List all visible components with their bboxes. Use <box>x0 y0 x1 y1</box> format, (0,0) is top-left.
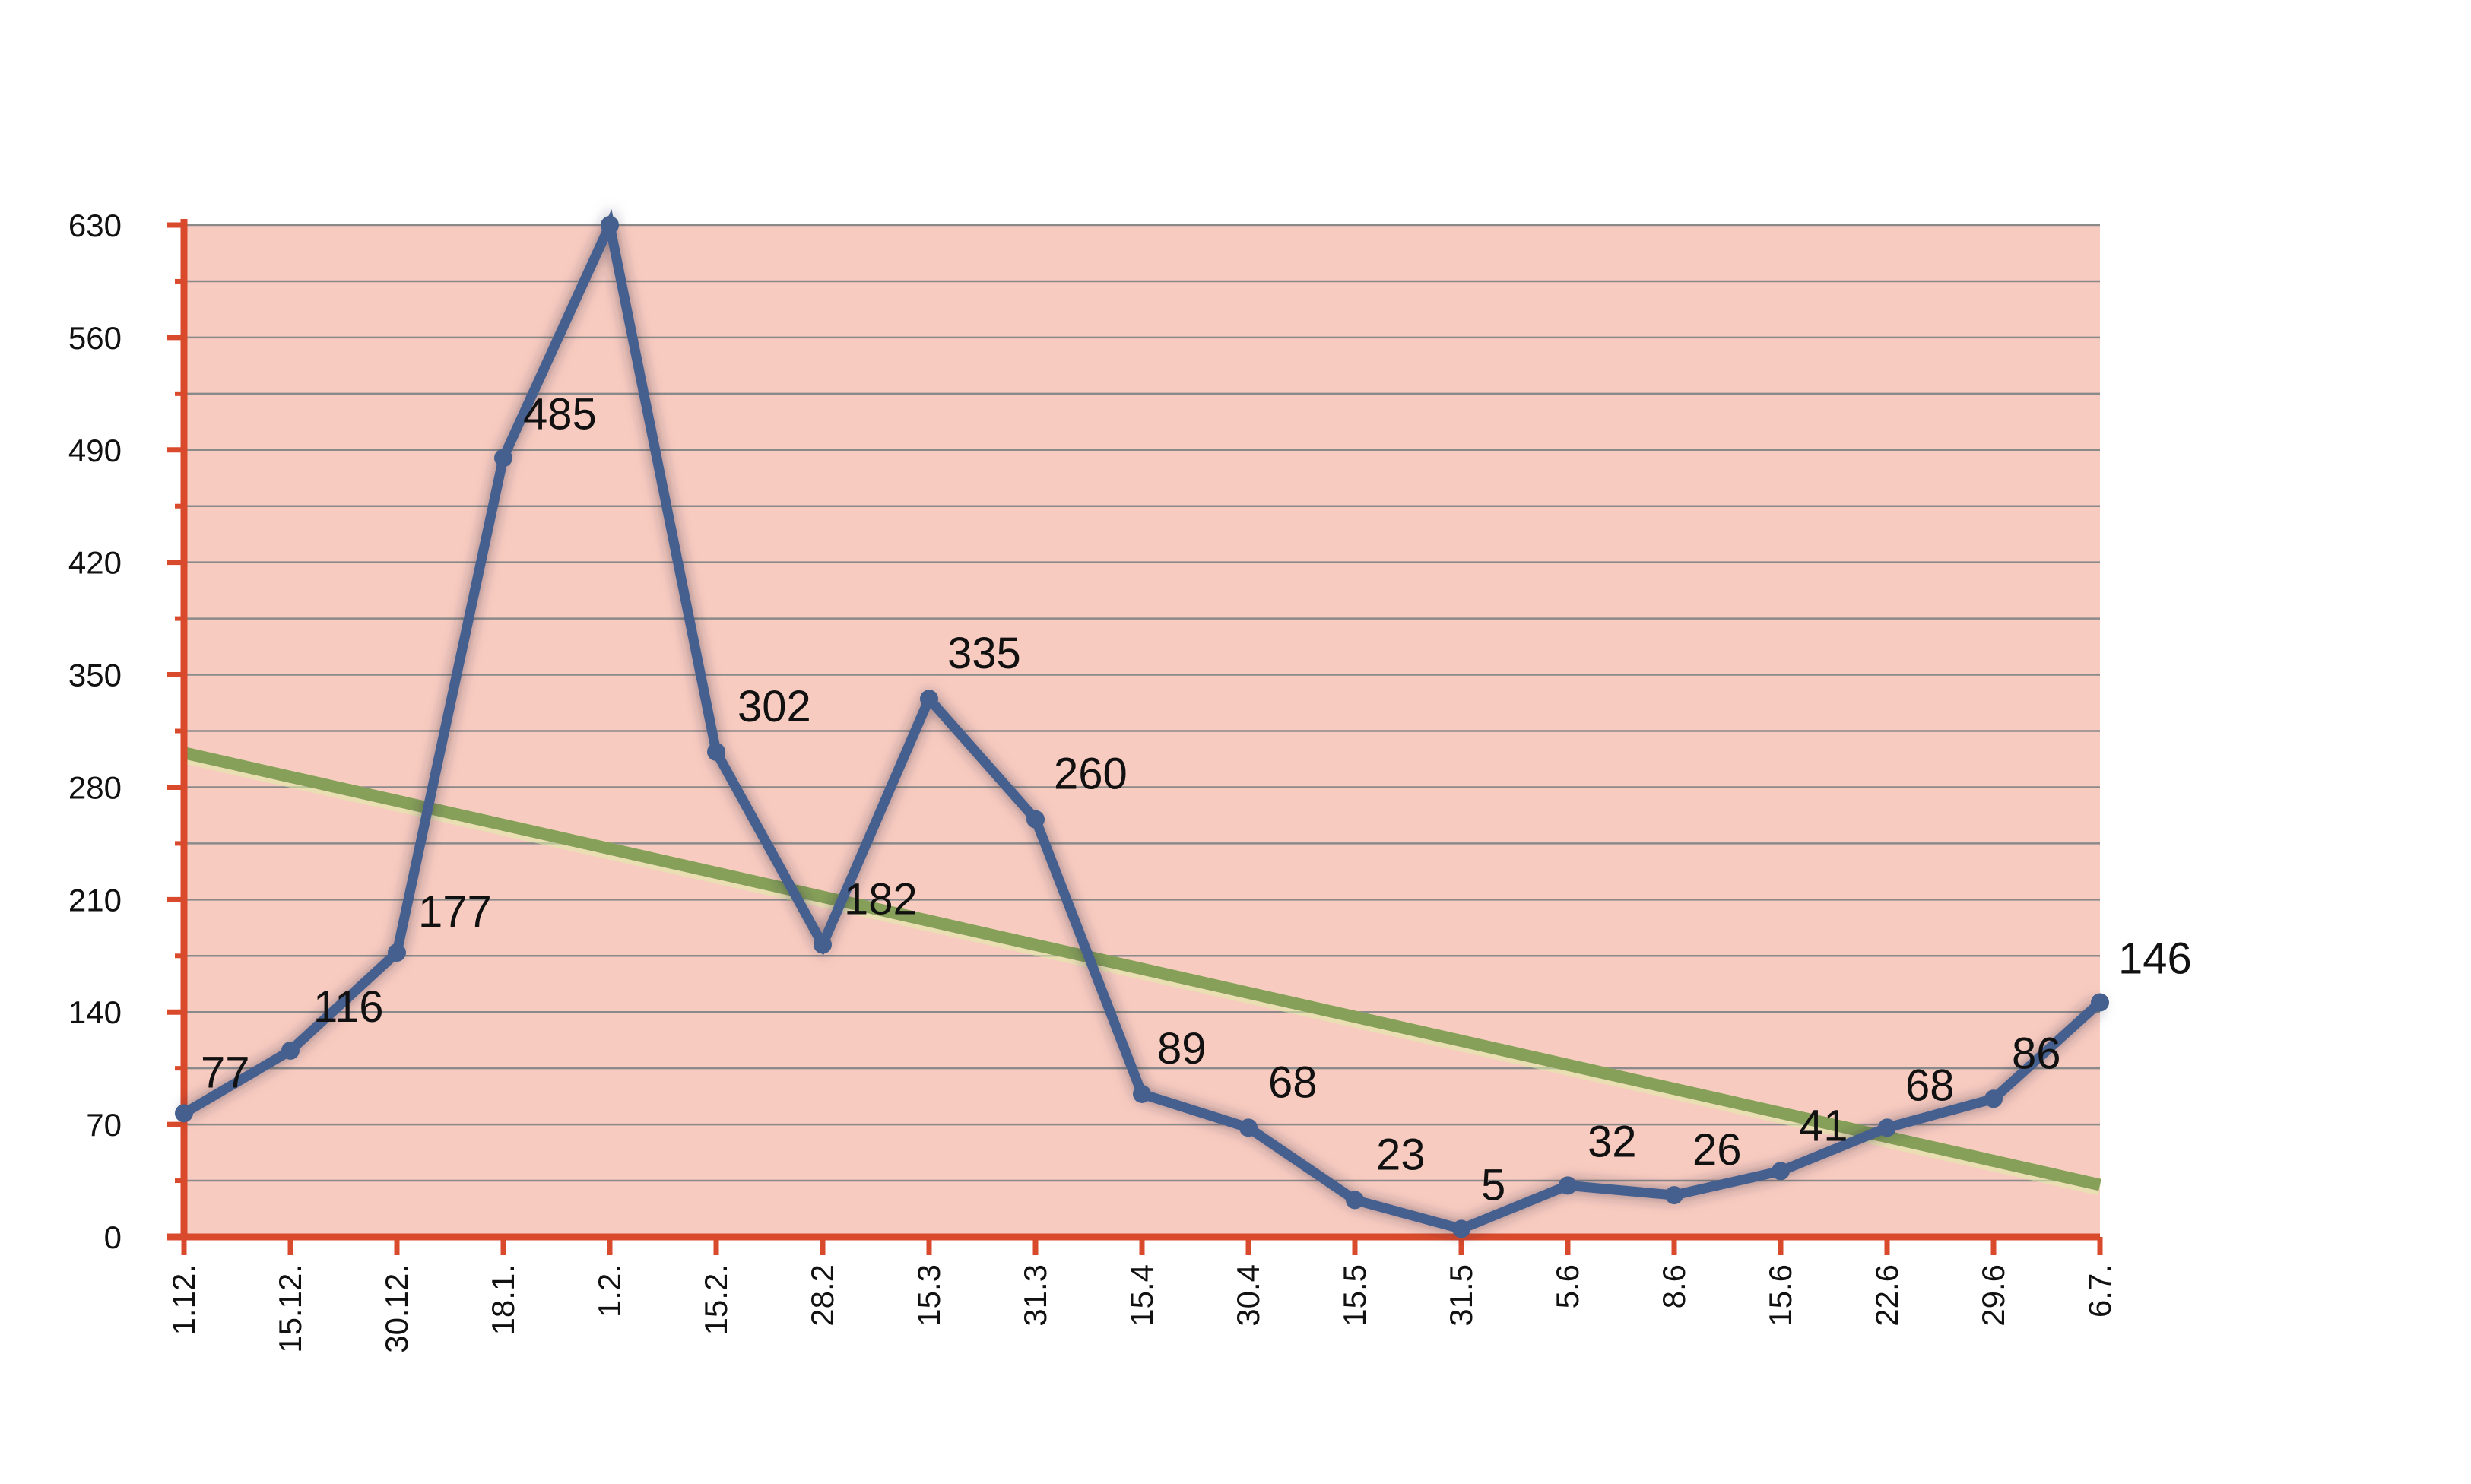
data-label: 182 <box>844 874 918 924</box>
data-point <box>1239 1118 1258 1137</box>
x-axis-tick-label: 28.2 <box>804 1264 840 1327</box>
data-point <box>1772 1162 1790 1181</box>
y-axis-tick-label: 70 <box>86 1107 122 1143</box>
data-point <box>2091 993 2109 1012</box>
trendline-layer <box>182 747 2102 1196</box>
x-axis-tick-labels: 1.12. 15.12. 30.12. 18.1. 1.2. 15.2. 28.2 15.3 3… <box>166 1264 2117 1353</box>
data-point <box>920 690 938 709</box>
y-axis-tick-labels: 0 70 140 210 280 350 420 490 560 630 <box>68 208 122 1255</box>
data-label: 146 <box>2118 934 2192 984</box>
y-axis-tick-label: 140 <box>68 994 122 1030</box>
data-point <box>1665 1186 1683 1205</box>
data-label: 116 <box>313 982 383 1032</box>
data-point <box>1346 1191 1364 1210</box>
x-axis-tick-label: 8.6 <box>1656 1264 1692 1308</box>
x-axis-tick-label: 30.4 <box>1230 1264 1266 1327</box>
data-label: 26 <box>1692 1125 1742 1175</box>
data-point <box>281 1041 300 1060</box>
data-label: 77 <box>201 1048 250 1097</box>
data-label: 260 <box>1054 750 1128 799</box>
y-axis-tick-label: 560 <box>68 320 122 356</box>
x-axis-tick-label: 30.12. <box>379 1264 414 1353</box>
data-label: 68 <box>1268 1058 1318 1107</box>
data-labels: 77 116 177 485 302 182 335 260 89 68 23 5 32 26 41 68 86… <box>201 389 2192 1210</box>
data-label: 5 <box>1481 1160 1505 1210</box>
x-axis-tick-label: 1.2. <box>592 1264 627 1318</box>
data-label: 335 <box>947 629 1021 678</box>
data-point <box>1133 1084 1151 1103</box>
x-axis-tick-label: 15.3 <box>911 1264 947 1327</box>
x-axis-tick-label: 15.5 <box>1337 1264 1372 1327</box>
x-axis-tick-label: 31.5 <box>1443 1264 1479 1327</box>
x-axis-tick-label: 31.3 <box>1017 1264 1053 1327</box>
data-label: 302 <box>737 682 811 731</box>
y-axis-tick-label: 420 <box>68 545 122 581</box>
y-axis-tick-label: 210 <box>68 882 122 918</box>
y-axis-tick-label: 0 <box>104 1219 122 1255</box>
data-point <box>1878 1118 1896 1137</box>
data-label: 177 <box>418 887 492 937</box>
data-label: 32 <box>1588 1117 1637 1166</box>
axes <box>167 219 2103 1255</box>
data-label: 89 <box>1157 1024 1207 1073</box>
trendline <box>182 747 2101 1191</box>
y-axis-tick-label: 630 <box>68 208 122 243</box>
x-axis-tick-label: 15.4 <box>1124 1264 1159 1327</box>
x-axis-tick-label: 5.6 <box>1550 1264 1585 1308</box>
x-axis-tick-label: 15.12. <box>272 1264 308 1353</box>
data-point <box>388 943 406 962</box>
x-axis-tick-label: 6.7. <box>2082 1264 2117 1318</box>
data-point <box>707 742 725 761</box>
data-point <box>494 449 512 468</box>
y-axis-tick-label: 350 <box>68 658 122 693</box>
data-point <box>814 935 832 954</box>
data-label: 41 <box>1799 1101 1848 1150</box>
data-label: 86 <box>2012 1029 2061 1078</box>
data-point <box>175 1104 193 1123</box>
data-point <box>1452 1219 1470 1238</box>
data-label: 23 <box>1376 1130 1426 1179</box>
x-axis-tick-label: 1.12. <box>166 1264 201 1335</box>
data-point <box>601 216 619 234</box>
y-axis-tick-label: 490 <box>68 433 122 468</box>
data-series <box>175 209 2109 1238</box>
x-axis-tick-label: 22.6 <box>1869 1264 1905 1327</box>
data-label: 485 <box>523 389 597 439</box>
y-axis-tick-label: 280 <box>68 769 122 805</box>
gridlines <box>184 224 2100 1182</box>
data-point <box>1559 1176 1577 1195</box>
x-axis-tick-label: 15.6 <box>1762 1264 1798 1327</box>
data-label: 68 <box>1905 1061 1955 1110</box>
data-point <box>1026 810 1045 829</box>
x-axis-tick-label: 18.1. <box>485 1264 521 1335</box>
data-point <box>1984 1089 2003 1108</box>
x-axis-tick-label: 29.6 <box>1975 1264 2011 1327</box>
x-axis-tick-label: 15.2. <box>698 1264 734 1335</box>
